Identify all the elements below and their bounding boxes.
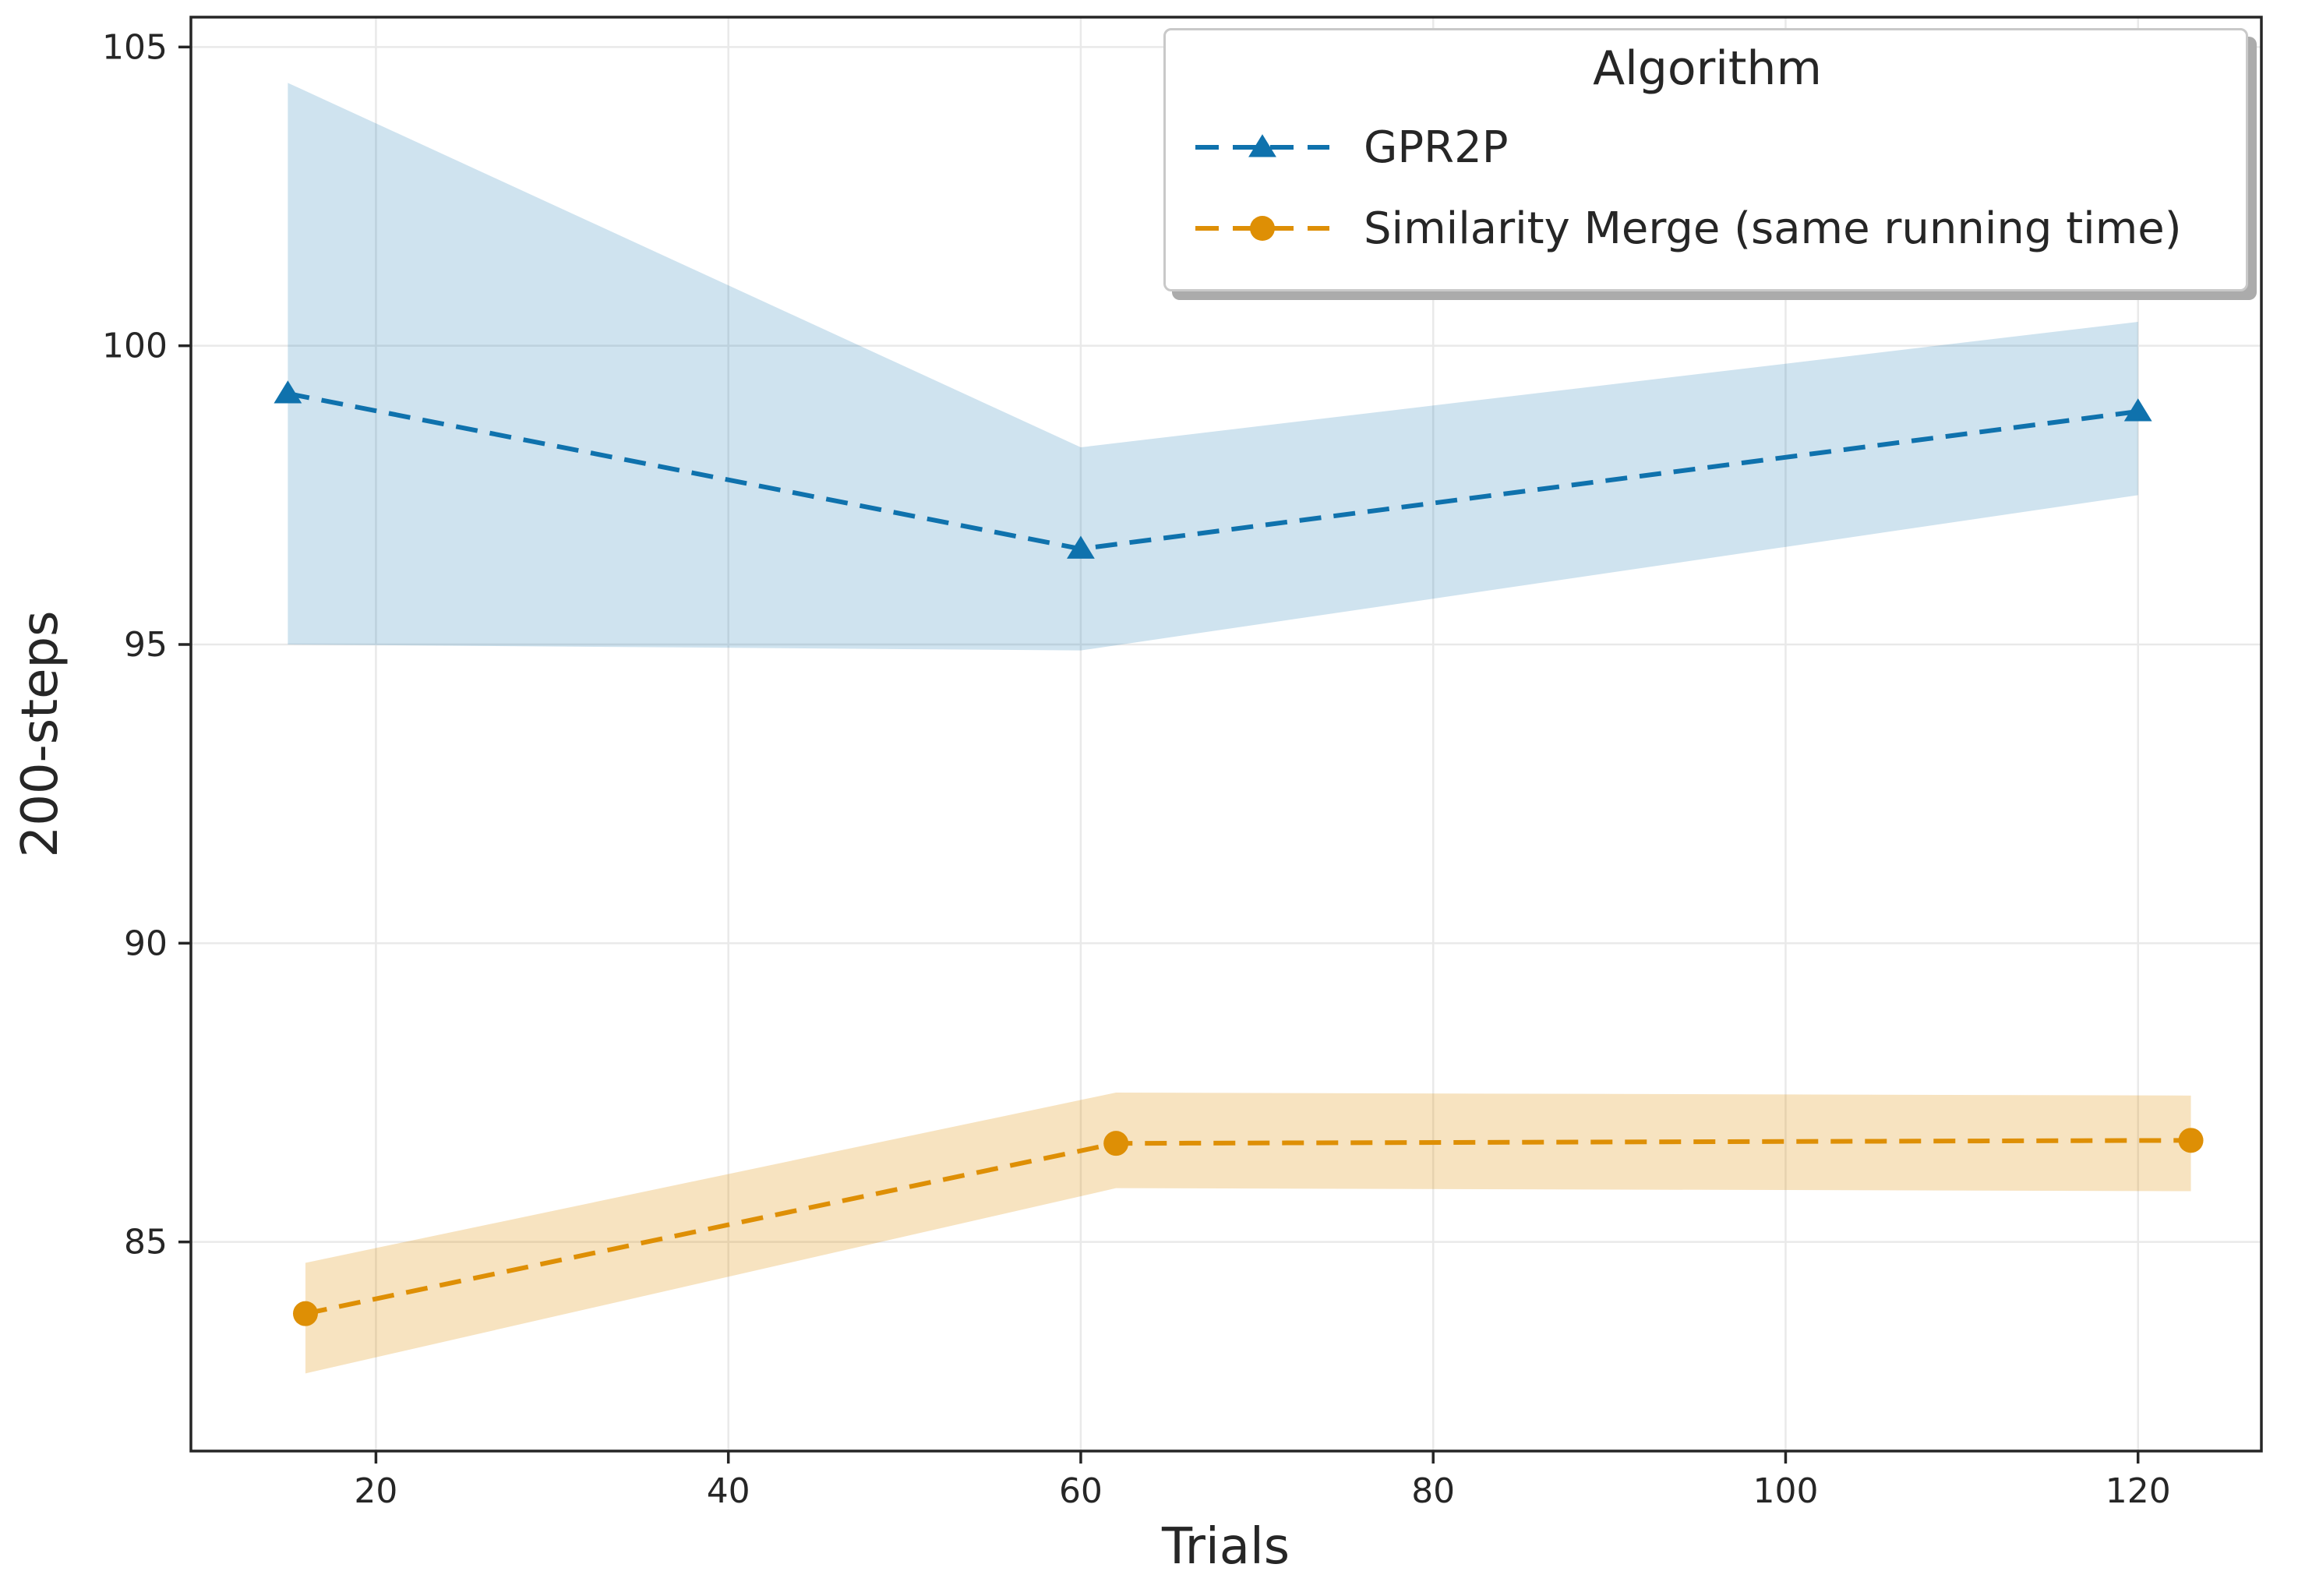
legend: Algorithm GPR2P Similarity Merge (same r… — [1163, 28, 2248, 291]
legend-title: Algorithm — [1593, 41, 1822, 96]
gpr2p-dashed-triangle-swatch-icon — [1192, 129, 1333, 166]
x-tick-label: 100 — [1753, 1471, 1818, 1511]
legend-item-similarity-merge: Similarity Merge (same running time) — [1192, 188, 2222, 269]
x-tick-label: 120 — [2106, 1471, 2171, 1511]
y-tick-label: 90 — [124, 923, 168, 963]
legend-label-similarity-merge: Similarity Merge (same running time) — [1364, 203, 2182, 254]
legend-label-gpr2p: GPR2P — [1364, 122, 1509, 173]
y-tick-label: 95 — [124, 625, 168, 665]
x-tick-label: 60 — [1059, 1471, 1103, 1511]
y-axis-label: 200-steps — [12, 610, 69, 858]
y-tick-label: 100 — [102, 327, 168, 366]
legend-item-gpr2p: GPR2P — [1192, 107, 2222, 188]
x-tick-label: 80 — [1411, 1471, 1455, 1511]
x-tick-label: 20 — [354, 1471, 397, 1511]
similarity-merge-dashed-circle-swatch-icon — [1192, 210, 1333, 247]
x-axis-label: Trials — [1161, 1518, 1290, 1576]
y-tick-label: 105 — [102, 27, 168, 67]
x-tick-label: 40 — [707, 1471, 750, 1511]
y-tick-label: 85 — [124, 1223, 168, 1262]
